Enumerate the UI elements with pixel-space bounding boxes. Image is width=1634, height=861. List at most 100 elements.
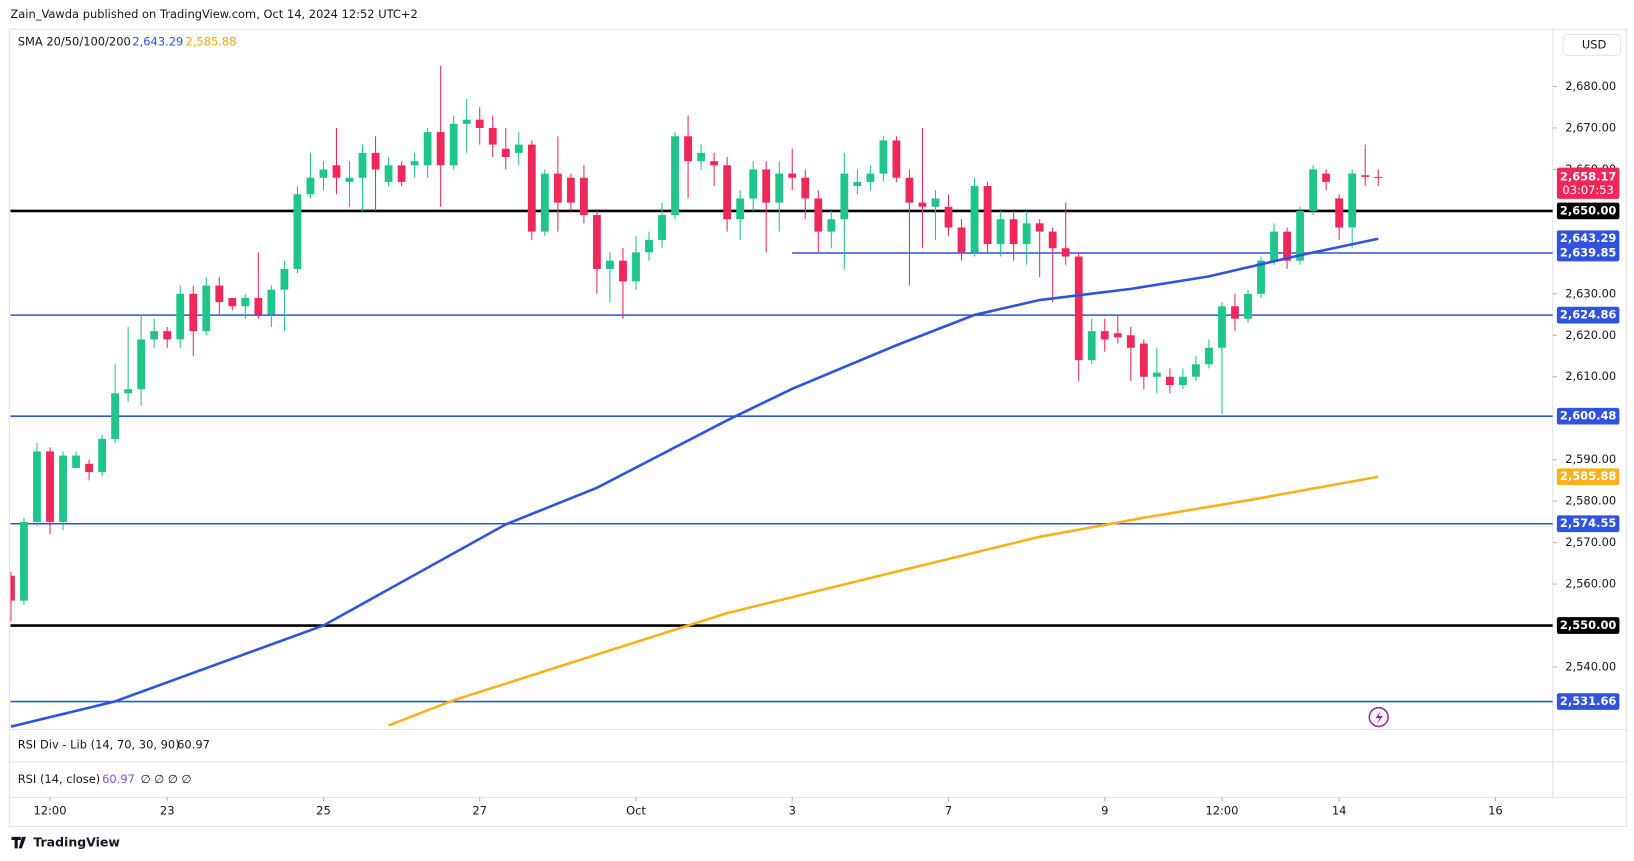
candle-body: [293, 194, 302, 269]
rsi-value: 60.97: [102, 772, 135, 786]
y-tick-label: 2,560.00: [1565, 577, 1616, 591]
countdown: 03:07:53: [1562, 183, 1613, 197]
candle-body: [606, 260, 614, 269]
candle-body: [397, 165, 406, 182]
y-tick-label: 2,680.00: [1565, 79, 1616, 93]
publisher-title: Zain_Vawda published on TradingView.com,…: [10, 7, 417, 21]
candle-body: [332, 165, 341, 178]
level-badge: [1556, 244, 1620, 262]
sma-badge: [1556, 230, 1620, 248]
candle-body: [1309, 169, 1318, 211]
candle-body: [918, 202, 927, 207]
level-badge-label: 2,639.85: [1560, 245, 1617, 259]
event-icon[interactable]: [1368, 706, 1389, 728]
candle-body: [1100, 331, 1109, 340]
y-tick-label: 2,540.00: [1565, 659, 1616, 673]
candle-body: [1192, 364, 1200, 377]
candle-body: [254, 297, 263, 315]
candle-body: [241, 297, 250, 307]
candle-body: [1035, 223, 1044, 232]
candle-body: [488, 127, 497, 145]
sma-line: [388, 475, 1379, 727]
x-tick-label: 12:00: [33, 803, 66, 817]
candle-body: [684, 136, 692, 162]
x-tick-label: Oct: [626, 803, 646, 817]
rsi-extras: ∅ ∅ ∅ ∅: [141, 772, 192, 786]
candle-body: [462, 119, 471, 124]
candle-body: [736, 198, 745, 220]
candle-body: [423, 132, 432, 166]
candle-body: [527, 144, 536, 232]
candle-body: [1270, 231, 1278, 261]
candle-body: [632, 252, 640, 282]
candle-body: [579, 177, 588, 216]
candle-body: [762, 169, 771, 203]
candle-body: [202, 285, 211, 332]
candle-body: [553, 173, 562, 203]
level-badge-label: 2,550.00: [1560, 618, 1617, 632]
candle-body: [540, 173, 549, 232]
candle-body: [371, 152, 380, 170]
candle-body: [85, 463, 93, 473]
candle-body: [150, 331, 159, 340]
candle-body: [20, 521, 28, 601]
candle-body: [163, 331, 172, 340]
candle-body: [384, 165, 393, 182]
candle-body: [814, 198, 823, 232]
indicator-label: SMA 20/50/100/200: [18, 34, 131, 48]
y-tick-label: 2,610.00: [1565, 369, 1616, 383]
candle-body: [1061, 248, 1070, 257]
rsi-div-value: 60.97: [177, 738, 210, 752]
price-badge-label: 2,658.17: [1560, 170, 1617, 184]
candle-body: [410, 161, 419, 166]
x-tick-label: 12:00: [1205, 803, 1238, 817]
candle-body: [1113, 333, 1122, 338]
level-badge: [1556, 693, 1620, 710]
y-tick-label: 2,590.00: [1565, 452, 1616, 466]
level-badge-label: 2,531.66: [1560, 694, 1617, 708]
y-tick-label: 2,580.00: [1565, 494, 1616, 508]
candle-body: [566, 177, 575, 203]
candle-body: [1126, 335, 1135, 348]
level-badge-label: 2,600.48: [1560, 409, 1617, 423]
candle-body: [137, 339, 146, 390]
candle-body: [1335, 198, 1344, 228]
candle-body: [1152, 372, 1161, 377]
candle-body: [1283, 231, 1291, 261]
candle-body: [449, 123, 458, 166]
currency[interactable]: USD: [1582, 37, 1607, 51]
level-badge: [1556, 617, 1620, 634]
y-tick-label: 2,620.00: [1565, 328, 1616, 342]
candle-body: [593, 215, 601, 269]
candle-body: [267, 289, 276, 315]
sma-value: 2,643.29: [132, 34, 183, 48]
candle-body: [996, 219, 1005, 245]
sma-badge-label: 2,585.88: [1560, 469, 1617, 483]
level-badge: [1556, 515, 1620, 533]
candle-body: [1165, 376, 1174, 386]
candle-body: [1322, 173, 1331, 182]
candle-body: [931, 198, 940, 207]
candle-body: [1139, 343, 1148, 377]
candle-body: [1374, 176, 1383, 178]
candle-body: [879, 140, 888, 174]
x-tick-label: 14: [1332, 803, 1347, 817]
sma-value: 2,585.88: [185, 34, 236, 48]
candle-body: [1361, 175, 1370, 177]
candle-body: [10, 575, 15, 601]
level-badge-label: 2,624.86: [1560, 308, 1617, 322]
price-badge: [1556, 167, 1620, 199]
candle-body: [1231, 306, 1239, 319]
sma-badge: [1556, 468, 1620, 486]
currency-box[interactable]: [1562, 33, 1621, 56]
candle-body: [124, 389, 133, 394]
candle-body: [1022, 223, 1031, 245]
candle-body: [1296, 210, 1305, 261]
candle-body: [501, 148, 510, 158]
candle-body: [866, 173, 875, 182]
x-tick-label: 23: [160, 803, 175, 817]
level-badge: [1556, 202, 1620, 220]
frame: [8, 28, 1628, 828]
candle-body: [176, 293, 185, 340]
candle-body: [306, 177, 315, 195]
